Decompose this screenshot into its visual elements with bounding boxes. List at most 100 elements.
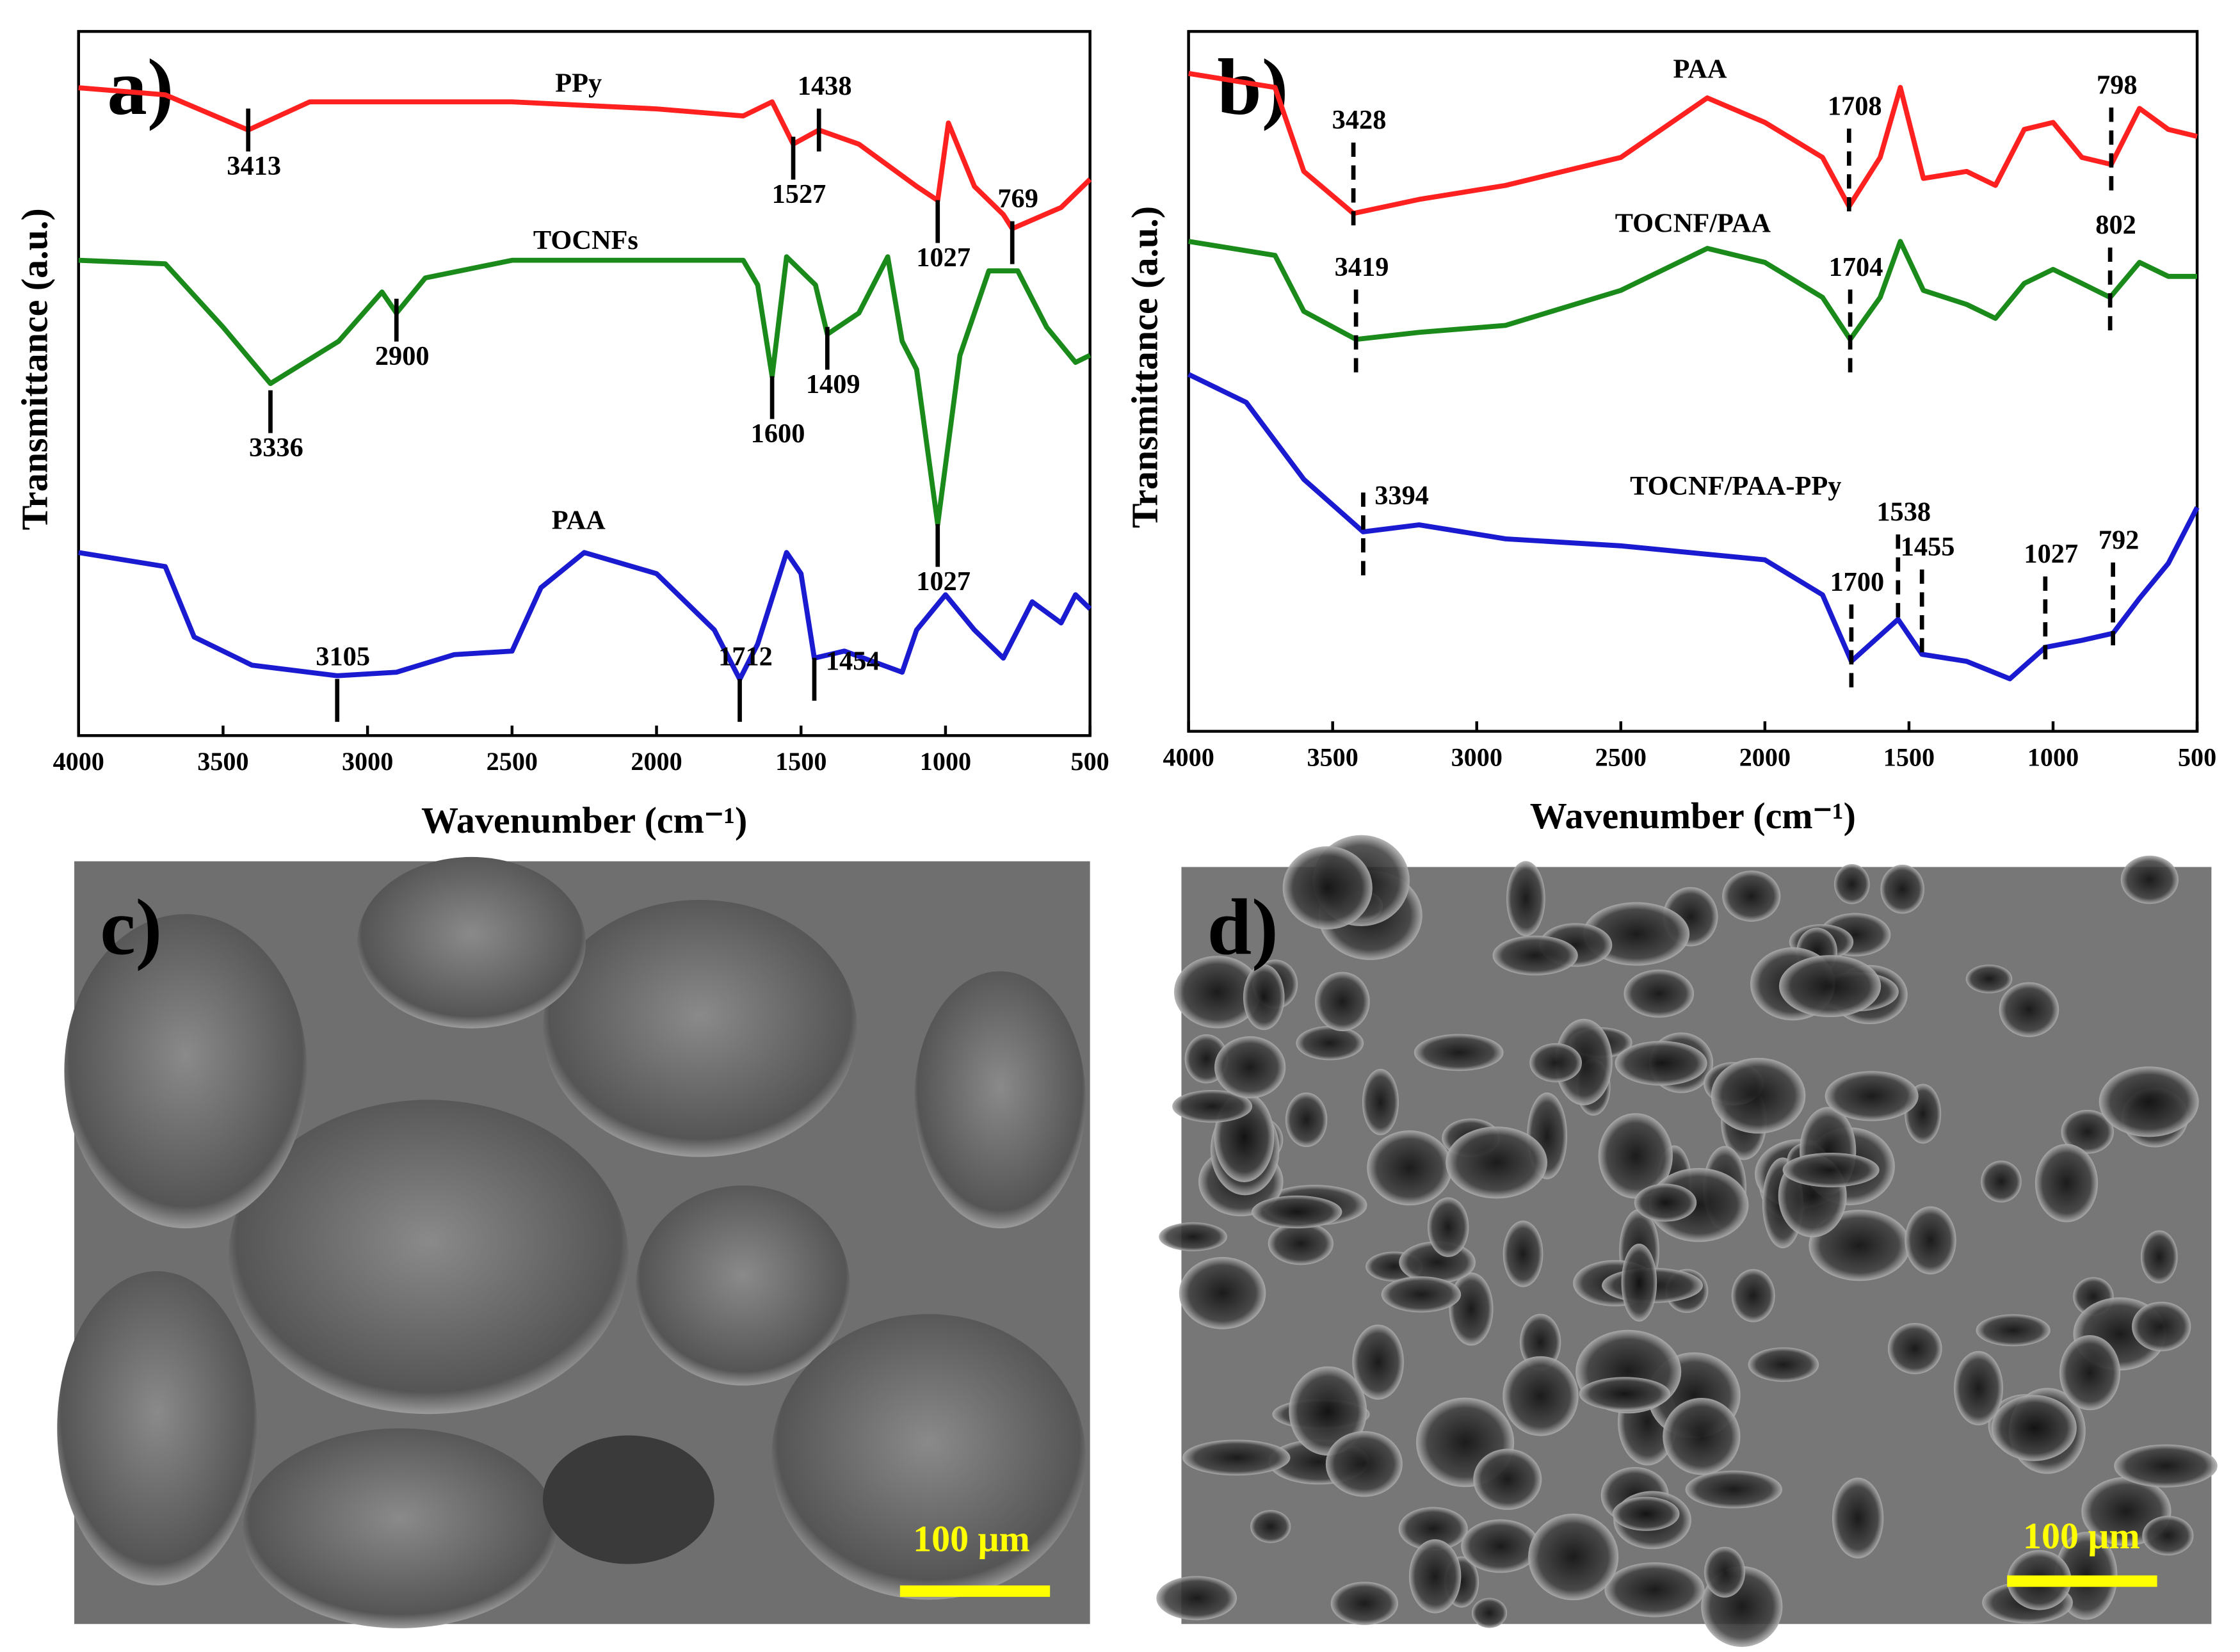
pore [1449,1272,1494,1346]
x-tick-label: 4000 [1163,742,1214,771]
peak-label: 3419 [1335,252,1389,282]
series-label: PAA [552,505,606,535]
peak-label: 798 [2097,70,2138,100]
peak-label: 1704 [1829,252,1883,282]
pore [1398,1507,1468,1551]
pore [1330,1582,1398,1625]
peak-label: 1527 [772,179,826,209]
x-axis-title: Wavenumber (cm⁻¹) [1530,795,1856,837]
plot-frame [77,29,1092,737]
peak-label: 1027 [916,566,971,597]
pore [2140,1230,2178,1284]
series-label: TOCNFs [533,225,638,255]
peak-label: 802 [2095,210,2136,240]
peak-label: 1700 [1830,567,1884,597]
scale-bar-label: 100 μm [2023,1515,2140,1557]
x-tick-label: 500 [1071,747,1109,776]
pore [1965,965,2013,993]
pore [1250,1510,1291,1543]
pore [1528,1513,1619,1601]
sem-image-c [57,856,1090,1628]
pore [1315,972,1370,1032]
x-tick-label: 2000 [1739,742,1791,771]
pore [1325,1431,1403,1497]
pore [1663,1397,1741,1475]
pore [1555,1018,1613,1105]
pore [1685,1470,1782,1509]
pore [1634,1183,1697,1222]
pore [1825,1071,1919,1121]
pore [1408,1539,1462,1614]
peak-label: 3394 [1374,481,1429,511]
peak-label: 2900 [375,341,430,371]
pore [1243,964,1285,1030]
pore [1887,1323,1942,1374]
pore [2114,1444,2218,1488]
pore [1159,1222,1227,1251]
pore [1598,1113,1673,1199]
series-line [1188,70,2198,216]
x-tick-label: 4000 [53,747,104,776]
pore [1285,1092,1328,1148]
pore [1999,982,2059,1038]
pore [1880,864,1924,914]
peak-label: 3413 [227,151,281,181]
series-label: PPy [555,68,602,99]
x-tick-label: 2500 [487,747,538,776]
x-tick-label: 2000 [631,747,682,776]
pore [1172,1090,1253,1123]
pore [1156,1576,1237,1621]
pore [1711,1057,1806,1134]
x-tick-label: 1000 [920,747,971,776]
pore [1503,1356,1579,1436]
x-tick-label: 2500 [1595,742,1647,771]
pore [1612,1496,1680,1531]
pore [1471,1598,1508,1628]
x-axis-title: Wavenumber (cm⁻¹) [421,799,747,841]
peak-label: 792 [2099,525,2139,555]
pore [1296,1025,1364,1061]
pore [1520,1313,1561,1371]
peak-label: 1027 [916,243,971,273]
pore [2120,855,2179,904]
pore [1832,1477,1884,1559]
peak-label: 1600 [751,419,805,449]
pore [1905,1206,1956,1275]
y-axis-title: Transmittance (a.u.) [1124,206,1165,528]
pore [1778,955,1881,1018]
x-tick-label: 500 [2178,742,2216,771]
pore [1414,1034,1504,1071]
pore [1381,1276,1462,1313]
panel-label: d) [1207,883,1278,972]
pore [1214,1036,1286,1098]
plot-frame [1187,29,2199,733]
series-label: PAA [1673,54,1727,84]
pore [1704,1546,1746,1598]
x-tick-label: 3500 [197,747,248,776]
pore [1722,870,1781,922]
peak-label: 1712 [718,641,773,671]
peak-label: 3336 [249,433,303,463]
pore [1506,861,1545,936]
pore [1252,1195,1342,1229]
panel-label: a) [107,44,173,132]
x-tick-label: 1000 [2027,742,2079,771]
panel-label: c) [100,883,162,972]
peak-label: 3428 [1332,105,1387,135]
peak-label: 1454 [826,646,880,676]
x-tick-label: 3500 [1307,742,1358,771]
pore [2061,1110,2114,1154]
pore [1731,1269,1775,1322]
pore [1615,1041,1707,1086]
pore [1529,1043,1582,1082]
pore [1282,846,1373,930]
x-tick-label: 3000 [1451,742,1503,771]
peak-label: 1538 [1876,497,1931,527]
pore [1446,1127,1547,1199]
pore [1362,1069,1399,1135]
peak-label: 1438 [798,71,852,101]
pore [1954,1351,2003,1425]
pore [1834,863,1870,904]
series-line [1188,239,2198,342]
pore [1624,969,1695,1018]
